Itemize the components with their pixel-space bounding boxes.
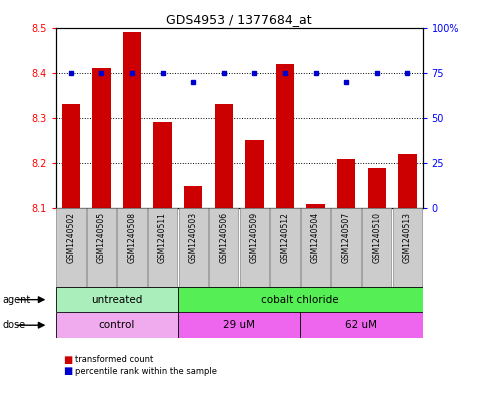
Bar (56, 312, 178, 338)
Bar (393, 208, 422, 287)
Bar (123, 32, 141, 208)
Text: GSM1240511: GSM1240511 (158, 212, 167, 263)
Bar (245, 141, 264, 208)
Text: dose: dose (2, 320, 26, 330)
Text: GSM1240508: GSM1240508 (128, 212, 137, 263)
Bar (306, 204, 325, 208)
Text: percentile rank within the sample: percentile rank within the sample (75, 367, 217, 376)
Bar (178, 312, 300, 338)
Bar (184, 186, 202, 208)
Text: GSM1240504: GSM1240504 (311, 212, 320, 263)
Text: GSM1240503: GSM1240503 (189, 212, 198, 263)
Text: GSM1240505: GSM1240505 (97, 212, 106, 263)
Bar (276, 64, 294, 208)
Text: GSM1240512: GSM1240512 (281, 212, 289, 263)
Bar (148, 208, 177, 287)
Text: 29 uM: 29 uM (223, 320, 255, 330)
Text: GSM1240509: GSM1240509 (250, 212, 259, 263)
Bar (56, 208, 85, 287)
Text: untreated: untreated (91, 295, 142, 305)
Text: GSM1240510: GSM1240510 (372, 212, 381, 263)
Text: control: control (99, 320, 135, 330)
Bar (92, 68, 111, 208)
Bar (398, 154, 416, 208)
Bar (214, 105, 233, 208)
Bar (301, 208, 330, 287)
Bar (178, 287, 423, 312)
Text: GSM1240513: GSM1240513 (403, 212, 412, 263)
Bar (179, 208, 208, 287)
Text: 62 uM: 62 uM (345, 320, 377, 330)
Bar (87, 208, 116, 287)
Bar (270, 208, 299, 287)
Bar (117, 208, 147, 287)
Bar (240, 208, 269, 287)
Text: ■: ■ (63, 354, 72, 365)
Bar (331, 208, 361, 287)
Bar (56, 287, 178, 312)
Text: GSM1240502: GSM1240502 (66, 212, 75, 263)
Bar (209, 208, 239, 287)
Text: GSM1240506: GSM1240506 (219, 212, 228, 263)
Bar (368, 168, 386, 208)
Text: ■: ■ (63, 366, 72, 376)
Bar (154, 123, 172, 208)
Bar (337, 158, 355, 208)
Text: GSM1240507: GSM1240507 (341, 212, 351, 263)
Title: GDS4953 / 1377684_at: GDS4953 / 1377684_at (166, 13, 312, 26)
Bar (362, 208, 391, 287)
Text: transformed count: transformed count (75, 355, 153, 364)
Text: cobalt chloride: cobalt chloride (261, 295, 339, 305)
Text: agent: agent (2, 295, 30, 305)
Bar (300, 312, 423, 338)
Bar (62, 105, 80, 208)
